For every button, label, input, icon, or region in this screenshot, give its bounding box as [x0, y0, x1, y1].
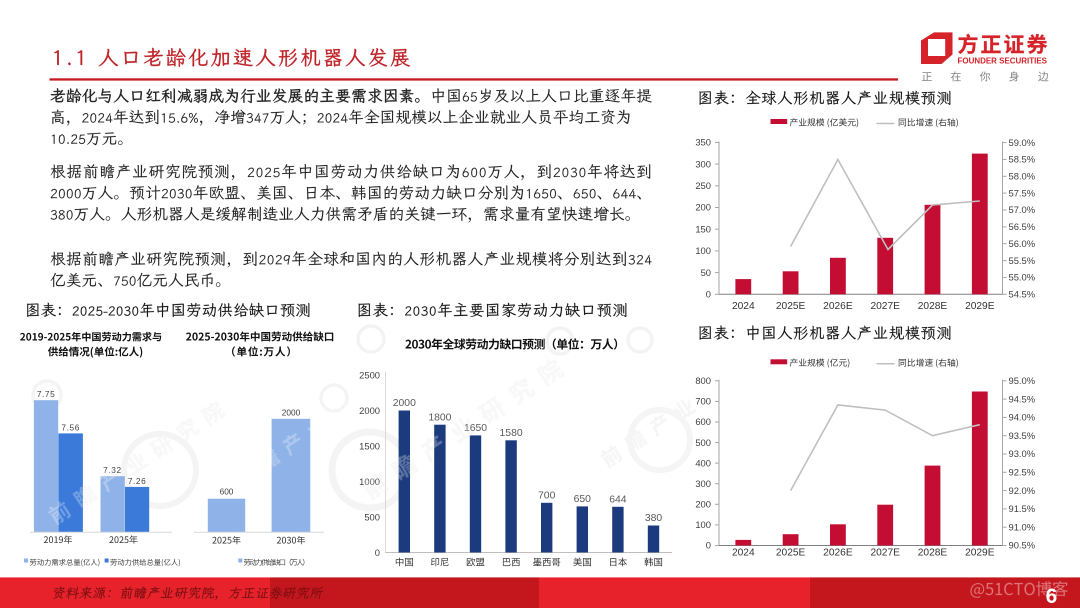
svg-text:400: 400: [695, 457, 711, 468]
svg-text:2500: 2500: [359, 369, 380, 380]
svg-text:2028E: 2028E: [918, 301, 948, 312]
svg-text:2029E: 2029E: [965, 301, 995, 312]
svg-text:90.5%: 90.5%: [1009, 540, 1036, 551]
svg-text:300: 300: [695, 478, 711, 489]
svg-text:2024: 2024: [732, 548, 755, 559]
svg-text:700: 700: [695, 396, 711, 407]
svg-text:2027E: 2027E: [870, 548, 900, 559]
svg-text:600: 600: [220, 486, 234, 496]
svg-text:650: 650: [574, 494, 592, 505]
svg-text:800: 800: [695, 375, 711, 386]
svg-text:57.0%: 57.0%: [1009, 204, 1036, 215]
svg-text:500: 500: [695, 437, 711, 448]
svg-text:94.5%: 94.5%: [1009, 393, 1036, 404]
svg-text:0: 0: [706, 289, 711, 300]
svg-text:350: 350: [695, 137, 711, 148]
svg-text:500: 500: [364, 511, 380, 522]
svg-text:59.0%: 59.0%: [1009, 137, 1036, 148]
svg-text:644: 644: [609, 495, 627, 506]
svg-text:2027E: 2027E: [870, 301, 900, 312]
svg-text:2000: 2000: [359, 405, 380, 416]
svg-text:100: 100: [695, 245, 711, 256]
svg-text:250: 250: [695, 180, 711, 191]
svg-text:300: 300: [695, 158, 711, 169]
svg-text:2026E: 2026E: [823, 301, 853, 312]
svg-text:92.0%: 92.0%: [1009, 485, 1036, 496]
svg-text:2025E: 2025E: [776, 548, 806, 559]
svg-text:380: 380: [645, 513, 663, 524]
svg-text:700: 700: [538, 491, 556, 502]
svg-text:600: 600: [695, 416, 711, 427]
svg-text:2029E: 2029E: [965, 548, 995, 559]
svg-text:0: 0: [706, 540, 711, 551]
svg-text:93.0%: 93.0%: [1009, 448, 1036, 459]
svg-text:200: 200: [695, 499, 711, 510]
svg-text:200: 200: [695, 202, 711, 213]
svg-text:2000: 2000: [282, 407, 301, 417]
svg-text:54.5%: 54.5%: [1009, 289, 1036, 300]
svg-text:1500: 1500: [359, 440, 380, 451]
svg-text:2025E: 2025E: [776, 301, 806, 312]
svg-text:7.56: 7.56: [61, 422, 80, 432]
svg-text:92.5%: 92.5%: [1009, 467, 1036, 478]
svg-text:2026E: 2026E: [823, 548, 853, 559]
svg-text:55.0%: 55.0%: [1009, 272, 1036, 283]
svg-text:50: 50: [701, 267, 711, 278]
svg-text:1800: 1800: [428, 412, 451, 423]
svg-text:58.0%: 58.0%: [1009, 171, 1036, 182]
svg-text:7.26: 7.26: [128, 476, 147, 486]
svg-text:93.5%: 93.5%: [1009, 430, 1036, 441]
svg-text:95.0%: 95.0%: [1009, 375, 1036, 386]
svg-text:55.5%: 55.5%: [1009, 255, 1036, 266]
svg-text:100: 100: [695, 519, 711, 530]
svg-text:6: 6: [1046, 585, 1058, 608]
svg-text:FOUNDER SECURITIES: FOUNDER SECURITIES: [958, 56, 1048, 65]
svg-text:1650: 1650: [464, 423, 487, 434]
svg-text:56.5%: 56.5%: [1009, 221, 1036, 232]
svg-text:56.0%: 56.0%: [1009, 238, 1036, 249]
svg-text:57.5%: 57.5%: [1009, 187, 1036, 198]
svg-text:91.0%: 91.0%: [1009, 521, 1036, 532]
svg-text:2028E: 2028E: [918, 548, 948, 559]
svg-text:1580: 1580: [500, 428, 523, 439]
svg-text:0: 0: [375, 547, 380, 558]
svg-text:2000: 2000: [393, 398, 416, 409]
svg-text:2024: 2024: [732, 301, 755, 312]
svg-text:150: 150: [695, 223, 711, 234]
svg-text:91.5%: 91.5%: [1009, 503, 1036, 514]
svg-text:7.75: 7.75: [37, 389, 56, 399]
svg-text:58.5%: 58.5%: [1009, 154, 1036, 165]
svg-text:94.0%: 94.0%: [1009, 412, 1036, 423]
